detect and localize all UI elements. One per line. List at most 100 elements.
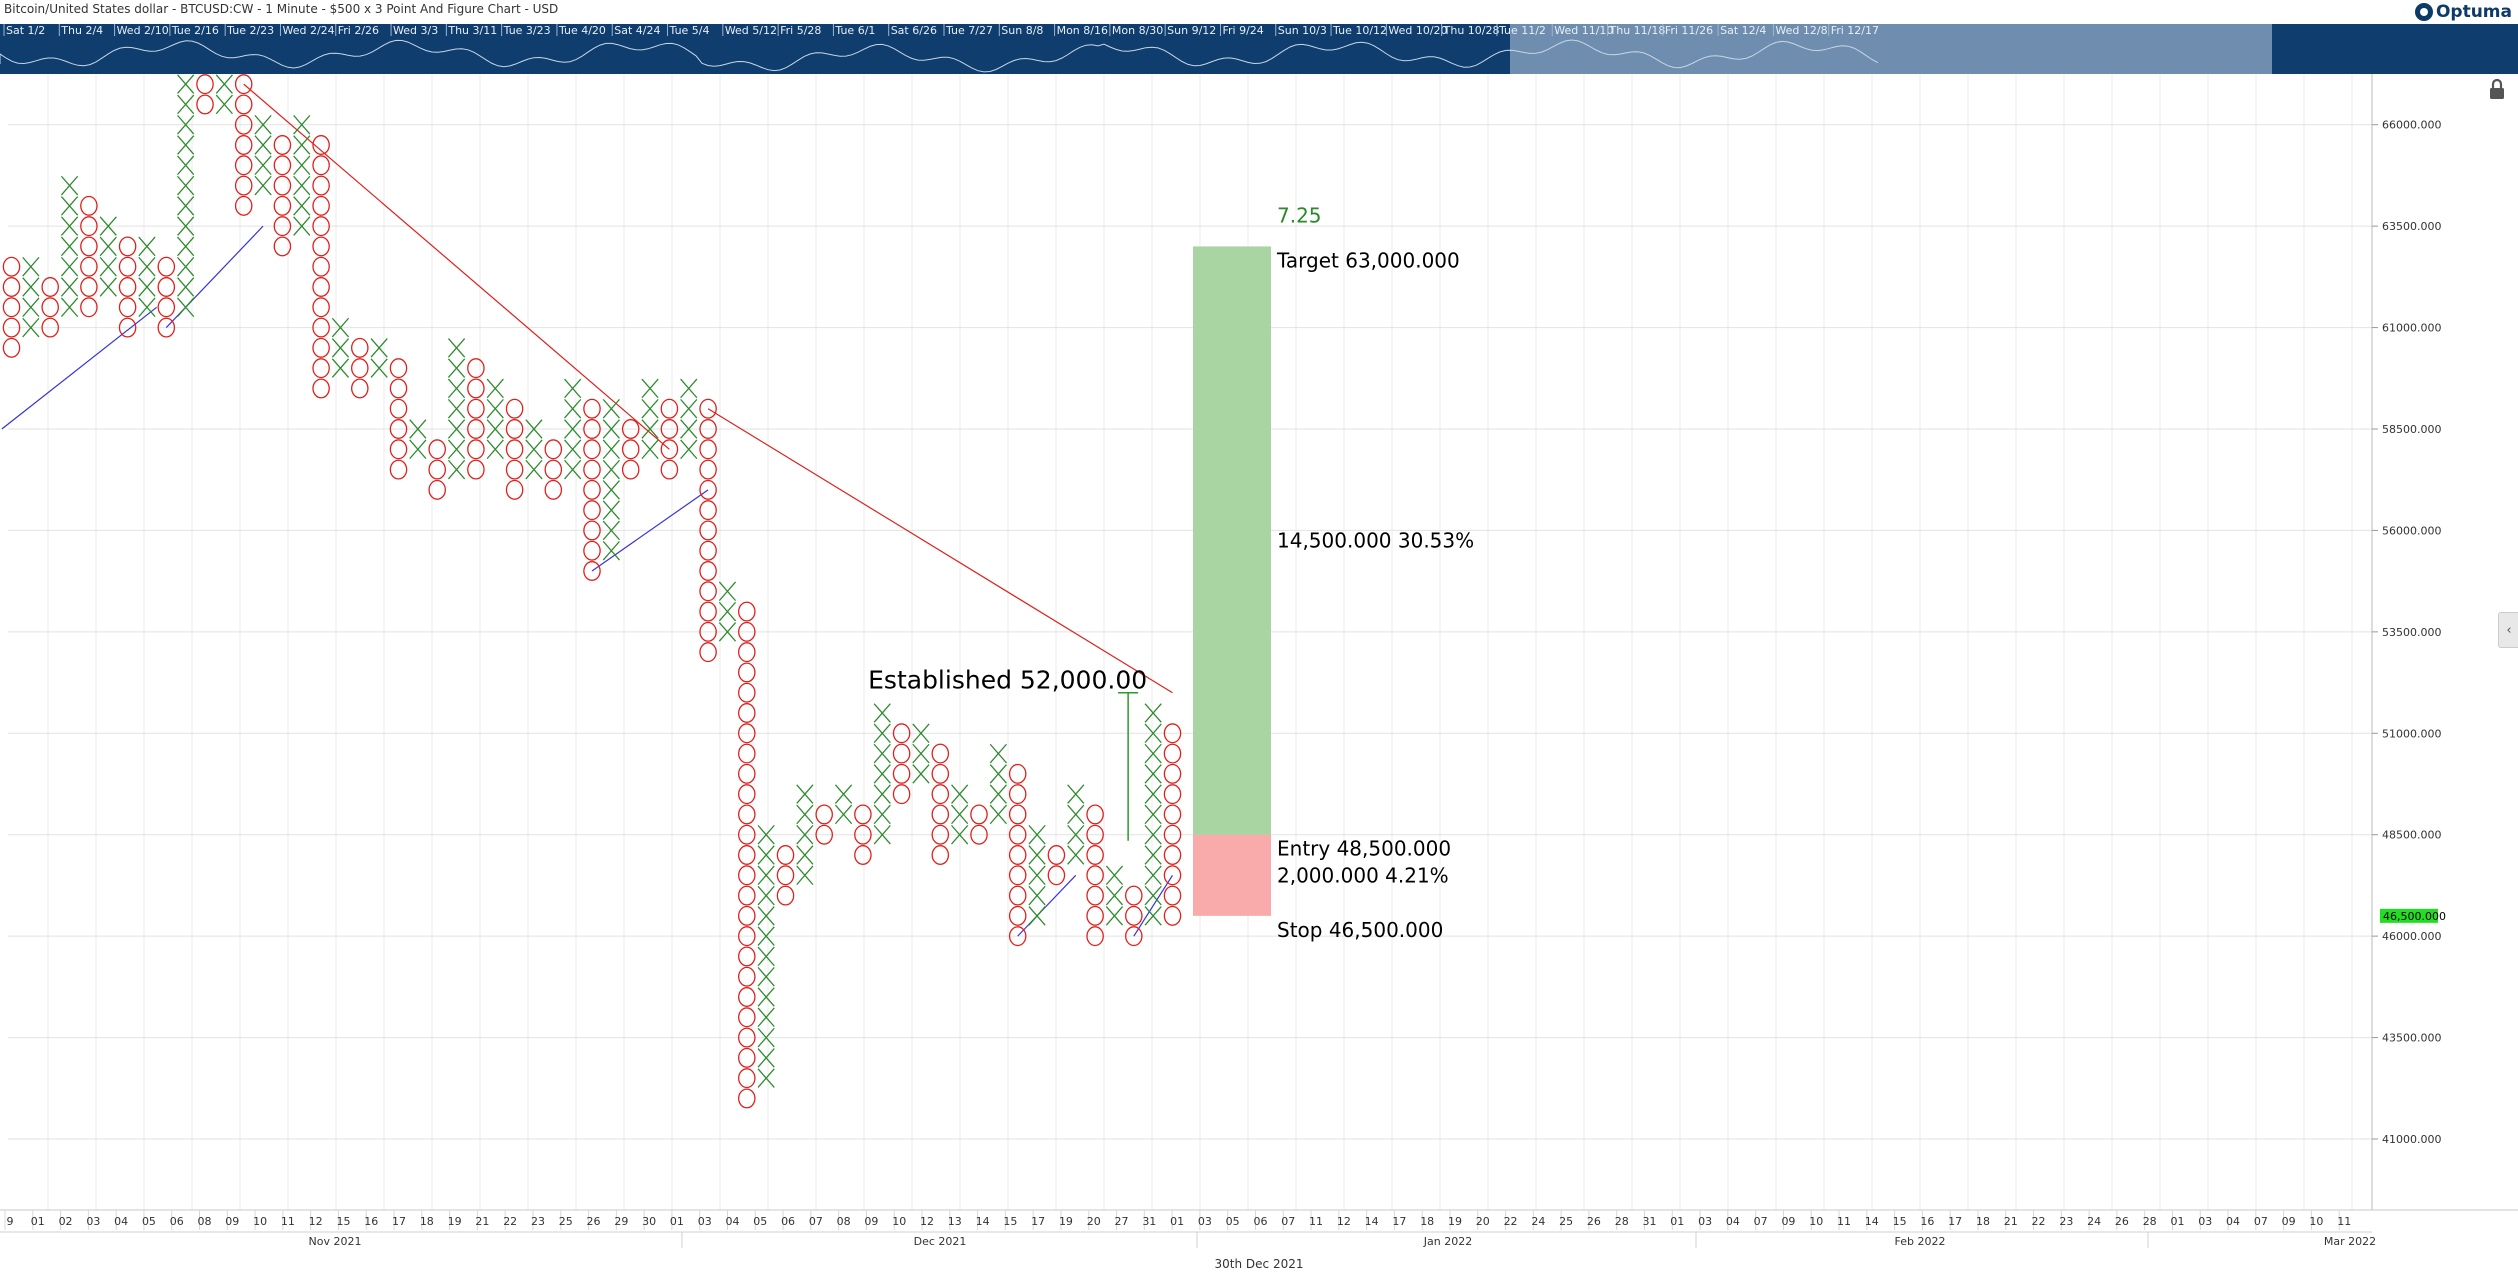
x-column (641, 378, 659, 460)
o-box (467, 459, 485, 480)
x-box (22, 277, 40, 297)
time-tick-label: 22 (1504, 1215, 1518, 1228)
x-box (1067, 784, 1085, 804)
x-box (641, 439, 659, 460)
x-box (873, 723, 891, 744)
x-box (757, 845, 775, 865)
x-box (912, 743, 930, 764)
time-tick-label: 31 (1643, 1215, 1657, 1228)
stop-zone (1193, 834, 1271, 916)
o-box (312, 378, 330, 399)
o-box (660, 398, 679, 419)
o-box (505, 419, 524, 439)
o-column (1047, 845, 1066, 886)
navigator-label: Tue 6/1 (834, 24, 875, 37)
x-box (564, 439, 582, 460)
o-box (273, 195, 292, 216)
o-column (428, 439, 446, 500)
time-navigator[interactable]: Sat 1/2 Thu 2/4 Wed 2/10 Tue 2/16 Tue 2/23 We… (0, 24, 2518, 74)
lock-icon[interactable] (2487, 78, 2507, 100)
grid (8, 74, 2372, 1210)
time-tick-label: 16 (364, 1215, 378, 1228)
time-tick-label: 23 (531, 1215, 545, 1228)
chevron-left-icon[interactable]: ‹ (2498, 612, 2518, 648)
time-tick-label: 06 (170, 1215, 184, 1228)
x-box (254, 114, 272, 135)
o-box (931, 763, 950, 784)
time-tick-label: 04 (2226, 1215, 2240, 1228)
x-box (525, 419, 543, 439)
o-column (389, 358, 408, 480)
time-tick-label: 17 (1031, 1215, 1045, 1228)
x-box (447, 439, 466, 460)
x-column (989, 743, 1007, 825)
time-tick-label: 07 (1281, 1215, 1295, 1228)
x-box (22, 256, 40, 277)
x-box (873, 703, 891, 723)
navigator-label: Wed 5/12 (725, 24, 777, 37)
x-column (409, 419, 427, 460)
time-tick-label: 17 (1948, 1215, 1962, 1228)
time-tick-label: 08 (837, 1215, 851, 1228)
x-box (1144, 703, 1162, 723)
pnf-chart[interactable]: 66000.000 63500.000 61000.000 58500.000 5600… (0, 74, 2518, 1257)
x-box (254, 155, 272, 176)
o-box (1086, 824, 1104, 845)
x-box (370, 358, 388, 378)
time-tick-label: 14 (1865, 1215, 1879, 1228)
x-box (951, 804, 969, 825)
o-box (738, 682, 756, 703)
time-tick-label: 01 (31, 1215, 45, 1228)
o-box (931, 743, 950, 764)
navigator-label: Sun 8/8 (1001, 24, 1043, 37)
current-price-label: 46,500.000 (2383, 910, 2446, 923)
o-box (312, 358, 330, 379)
o-column (2, 256, 21, 358)
x-box (1105, 906, 1124, 926)
o-box (738, 763, 756, 784)
time-tick-label: 19 (448, 1215, 462, 1228)
x-box (912, 764, 930, 784)
o-box (776, 885, 795, 906)
o-box (389, 439, 408, 460)
o-box (41, 277, 59, 297)
o-box (273, 175, 292, 196)
x-column (215, 74, 233, 115)
navigator-label: Wed 12/8 (1775, 24, 1827, 37)
x-box (447, 398, 466, 419)
time-tick-label: 17 (392, 1215, 406, 1228)
x-box (834, 804, 853, 825)
x-column (718, 581, 737, 642)
o-column (467, 358, 485, 480)
x-box (912, 723, 930, 744)
o-column (1125, 885, 1143, 947)
x-box (1144, 764, 1162, 784)
o-column (621, 419, 640, 480)
time-tick-label: 07 (1754, 1215, 1768, 1228)
time-tick-label: 12 (1337, 1215, 1351, 1228)
o-box (312, 317, 330, 338)
o-box (699, 419, 717, 439)
time-tick-label: 03 (86, 1215, 100, 1228)
time-axis: 9 01 02 03 04 05 06 08 09 10 11 12 15 16 17 18 19 21 22 23 2… (0, 1210, 2376, 1248)
o-box (157, 297, 176, 318)
x-box (60, 175, 79, 196)
time-tick-label: 01 (1170, 1215, 1184, 1228)
o-box (738, 926, 756, 947)
o-box (970, 824, 988, 845)
o-box (80, 277, 98, 297)
time-tick-label: 26 (587, 1215, 601, 1228)
logo-text: Optuma (2435, 2, 2512, 22)
o-column (931, 743, 950, 865)
o-column (660, 398, 679, 480)
o-box (312, 216, 330, 237)
x-box (486, 419, 504, 439)
stop-label: Stop 46,500.000 (1277, 918, 1443, 942)
o-column (1008, 763, 1027, 947)
o-box (738, 865, 756, 886)
o-box (1008, 926, 1027, 947)
time-tick-label: 19 (1059, 1215, 1073, 1228)
o-box (583, 500, 601, 521)
x-box (757, 906, 775, 926)
time-tick-label: 9 (7, 1215, 14, 1228)
